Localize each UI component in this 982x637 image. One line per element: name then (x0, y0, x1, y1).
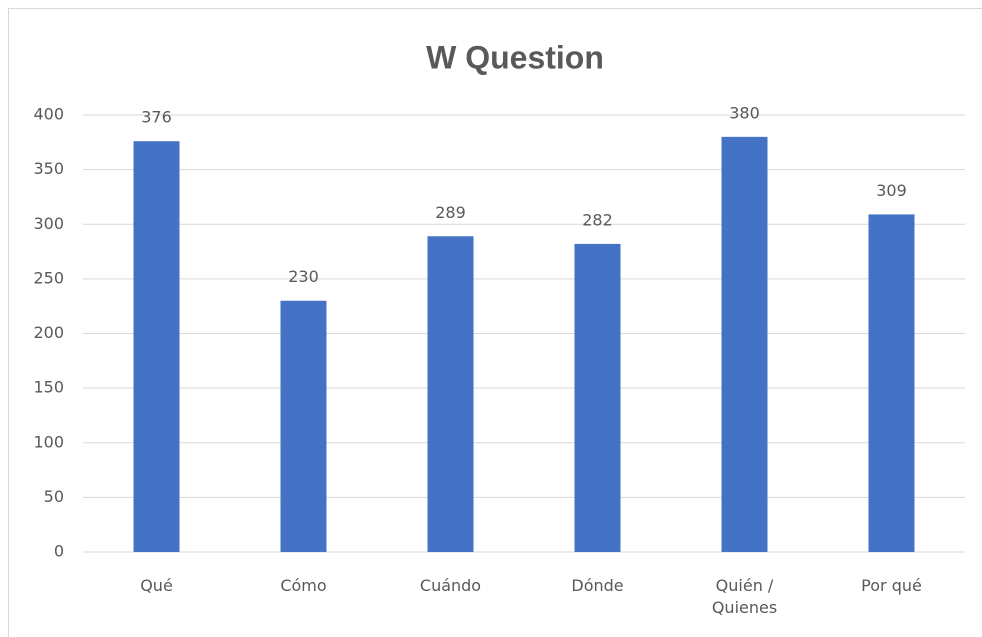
bar (574, 243, 621, 553)
x-tick-label: Quién / Quienes (711, 576, 778, 617)
y-tick-label: 400 (33, 105, 64, 124)
bar (280, 300, 327, 552)
bar (721, 136, 768, 552)
bar (427, 236, 474, 552)
value-label: 376 (141, 108, 172, 127)
y-tick-label: 0 (54, 542, 64, 561)
y-tick-label: 100 (33, 432, 64, 451)
x-tick-label: Por qué (861, 576, 922, 595)
y-tick-label: 300 (33, 214, 64, 233)
y-tick-label: 50 (44, 487, 64, 506)
bar (133, 141, 180, 552)
value-label: 230 (288, 267, 319, 286)
chart-title: W Question (426, 39, 604, 75)
x-tick-label: Dónde (571, 576, 624, 595)
value-label: 380 (729, 103, 760, 122)
x-tick-label: Qué (140, 576, 173, 595)
x-tick-label: Cuándo (419, 576, 482, 595)
value-label: 309 (876, 181, 907, 200)
y-tick-label: 250 (33, 268, 64, 287)
value-label: 289 (435, 203, 466, 222)
x-tick-label: Cómo (280, 576, 327, 595)
y-tick-label: 200 (33, 323, 64, 342)
bar (868, 214, 915, 553)
y-tick-label: 150 (33, 378, 64, 397)
value-label: 282 (582, 210, 613, 229)
y-tick-label: 350 (33, 159, 64, 178)
